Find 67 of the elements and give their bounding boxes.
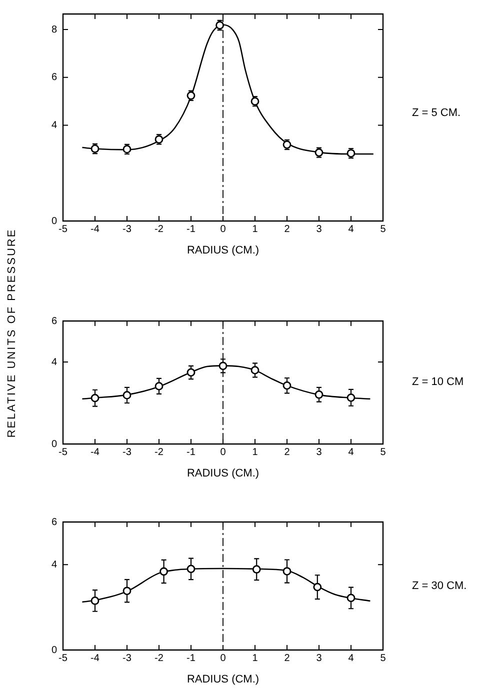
point — [160, 567, 168, 576]
x-tick-label: 3 — [316, 652, 322, 664]
point — [282, 381, 292, 390]
x-tick-label: -4 — [90, 446, 100, 458]
x-tick-label: -1 — [186, 652, 196, 664]
x-tick-label: -1 — [186, 446, 196, 458]
text: Z = 5 CM. — [412, 107, 461, 120]
x-tick-label: 0 — [220, 224, 226, 235]
y-tick-label: 8 — [51, 24, 58, 36]
text: Z = 10 CM — [412, 376, 464, 388]
y-tick-label: 4 — [51, 120, 58, 132]
x-tick-label: 2 — [284, 652, 290, 664]
x-axis-title: RADIUS (CM.) — [186, 673, 260, 686]
y-tick-label: 6 — [51, 72, 58, 84]
point — [186, 564, 196, 574]
point — [313, 582, 322, 592]
point — [346, 393, 356, 402]
point — [186, 368, 196, 377]
x-tick-label: 5 — [380, 652, 386, 664]
x-tick-label: 4 — [348, 224, 354, 235]
x-tick-label: 2 — [284, 224, 290, 235]
point — [250, 366, 260, 374]
x-tick-label: 0 — [220, 446, 226, 458]
y-tick-label: 6 — [51, 516, 58, 528]
x-tick-label: -5 — [58, 652, 68, 664]
x-tick-label: 3 — [316, 224, 322, 235]
y-tick-label: 0 — [51, 216, 58, 227]
x-tick-label: -1 — [186, 224, 196, 235]
text: Z = 30 CM. — [412, 580, 467, 592]
point — [122, 586, 132, 596]
x-tick-label: -4 — [90, 652, 100, 664]
y-tick-label: 0 — [51, 438, 58, 450]
x-tick-label: 0 — [220, 652, 226, 664]
y-tick-label: 4 — [51, 559, 58, 570]
x-tick-label: -3 — [122, 652, 132, 664]
y-tick-label: 6 — [51, 316, 58, 327]
point — [122, 391, 132, 400]
point — [282, 567, 292, 576]
x-tick-label: -2 — [154, 652, 164, 664]
y-axis-title: RELATIVE UNITS OF PRESSURE — [6, 228, 18, 438]
x-tick-label: -4 — [90, 224, 100, 235]
x-tick-label: 1 — [252, 652, 258, 664]
x-tick-label: 3 — [316, 446, 322, 458]
point — [252, 565, 261, 574]
x-tick-label: -5 — [58, 446, 68, 458]
x-tick-label: -2 — [154, 224, 164, 235]
x-axis-title: RADIUS (CM.) — [186, 244, 260, 256]
x-tick-label: 2 — [284, 446, 290, 458]
x-tick-label: -3 — [122, 224, 132, 235]
x-tick-label: -2 — [154, 446, 164, 458]
y-tick-label: 4 — [51, 356, 58, 368]
point — [346, 594, 356, 602]
x-tick-label: 5 — [380, 224, 386, 235]
x-tick-label: 4 — [348, 446, 354, 458]
x-tick-label: -3 — [122, 446, 132, 458]
point — [314, 390, 324, 399]
x-tick-label: -5 — [58, 224, 68, 235]
x-tick-label: 4 — [348, 652, 354, 664]
y-tick-label: 0 — [51, 644, 58, 656]
point — [90, 394, 100, 402]
x-tick-label: 5 — [380, 446, 386, 458]
point — [90, 596, 100, 605]
x-tick-label: 1 — [252, 224, 258, 235]
point — [218, 362, 228, 370]
point — [154, 382, 164, 390]
x-axis-title: RADIUS (CM.) — [186, 467, 260, 480]
x-tick-label: 1 — [252, 446, 258, 458]
